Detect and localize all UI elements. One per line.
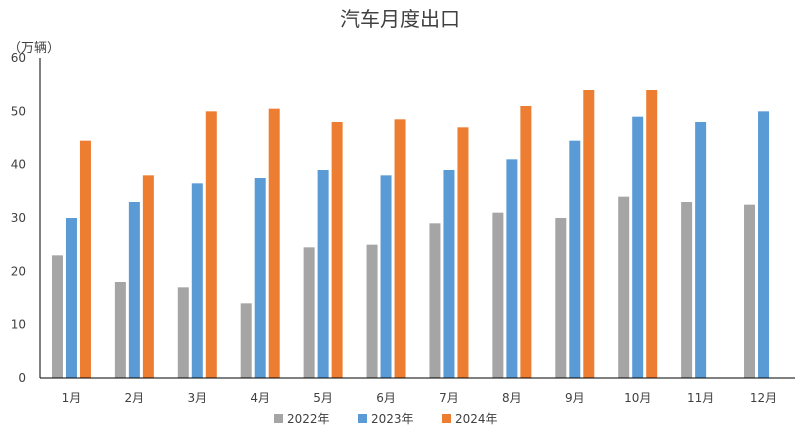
- y-tick-label: 30: [11, 211, 26, 225]
- legend: 2022年 2023年 2024年: [274, 412, 498, 426]
- x-tick-label: 9月: [565, 391, 585, 405]
- bar-2022年-3月: [177, 287, 189, 378]
- bar-2022年-2月: [114, 282, 126, 378]
- bar-2023年-5月: [317, 170, 329, 378]
- y-tick-label: 20: [11, 264, 26, 278]
- legend-swatch: [274, 414, 283, 423]
- x-tick-label: 3月: [187, 391, 207, 405]
- bar-2024年-4月: [268, 108, 280, 379]
- bar-2022年-4月: [240, 303, 252, 378]
- bar-2024年-6月: [394, 119, 406, 378]
- x-tick-label: 1月: [62, 391, 82, 405]
- legend-swatch: [358, 414, 367, 423]
- bar-2022年-12月: [744, 204, 756, 378]
- bar-2022年-11月: [681, 202, 693, 378]
- x-axis: 1月 2月 3月 4月 5月 6月 7月 8月 9月 10月 11月 12月: [40, 377, 795, 405]
- y-tick-label: 0: [18, 371, 26, 385]
- bar-2024年-1月: [79, 140, 91, 378]
- y-tick-label: 50: [11, 104, 26, 118]
- legend-label: 2024年: [455, 412, 498, 426]
- legend-label: 2022年: [287, 412, 330, 426]
- bar-2023年-8月: [506, 159, 518, 378]
- legend-label: 2023年: [371, 412, 414, 426]
- x-tick-label: 5月: [313, 391, 333, 405]
- bar-2024年-2月: [142, 175, 154, 378]
- bar-2022年-10月: [618, 196, 630, 378]
- x-tick-label: 10月: [624, 391, 651, 405]
- x-tick-label: 4月: [250, 391, 270, 405]
- bar-2023年-6月: [380, 175, 392, 378]
- x-tick-label: 12月: [750, 391, 777, 405]
- bar-2023年-1月: [65, 218, 77, 378]
- bar-2023年-2月: [128, 202, 140, 378]
- bar-2022年-9月: [555, 218, 567, 378]
- bar-2023年-9月: [569, 140, 581, 378]
- bars-group: [51, 90, 770, 379]
- bar-2024年-5月: [331, 122, 343, 378]
- bar-2023年-4月: [254, 178, 266, 378]
- bar-2023年-12月: [758, 111, 770, 378]
- bar-2024年-7月: [457, 127, 469, 378]
- bar-2022年-1月: [51, 255, 63, 378]
- bar-2024年-9月: [583, 90, 595, 378]
- bar-2022年-8月: [492, 212, 504, 378]
- y-tick-label: 10: [11, 318, 26, 332]
- y-axis-unit-label: （万辆）: [8, 41, 60, 56]
- bar-2024年-8月: [520, 106, 532, 378]
- legend-swatch: [442, 414, 451, 423]
- x-tick-label: 7月: [439, 391, 459, 405]
- y-axis: 0 10 20 30 40 50 60: [11, 51, 41, 385]
- chart-title: 汽车月度出口: [340, 7, 460, 31]
- y-tick-label: 40: [11, 158, 26, 172]
- y-tick-label: 60: [11, 51, 26, 65]
- bar-2022年-5月: [303, 247, 315, 378]
- bar-2023年-11月: [695, 122, 707, 378]
- x-tick-label: 8月: [502, 391, 522, 405]
- bar-2024年-10月: [646, 90, 658, 378]
- x-tick-label: 6月: [376, 391, 396, 405]
- bar-2022年-7月: [429, 223, 441, 378]
- x-tick-label: 2月: [125, 391, 145, 405]
- bar-2022年-6月: [366, 244, 378, 378]
- x-tick-label: 11月: [687, 391, 714, 405]
- bar-2023年-10月: [632, 116, 644, 379]
- bar-2024年-3月: [205, 111, 217, 378]
- bar-2023年-3月: [191, 183, 203, 378]
- bar-2023年-7月: [443, 170, 455, 378]
